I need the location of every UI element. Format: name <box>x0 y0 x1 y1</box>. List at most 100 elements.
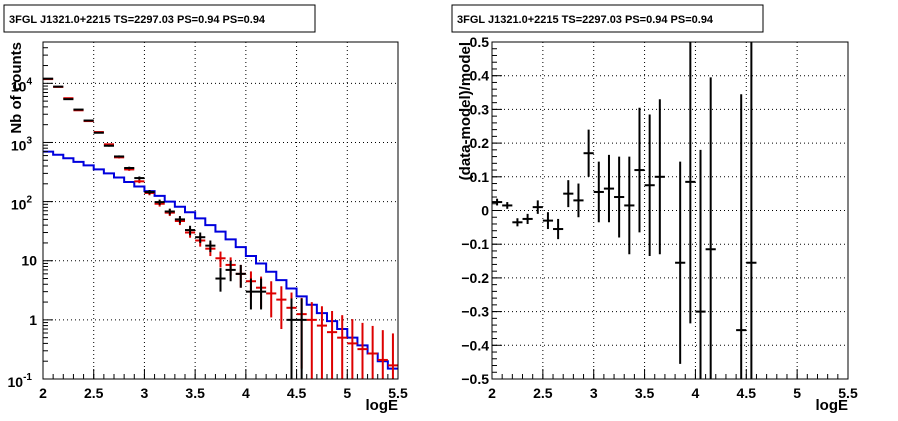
model-point <box>357 322 368 379</box>
right-y-tick-label: 0.4 <box>470 68 490 84</box>
left-x-axis-title: logE <box>366 397 399 414</box>
data-point <box>63 98 74 101</box>
data-point <box>286 298 297 379</box>
data-point <box>114 155 125 158</box>
left-x-tick-label: 4 <box>242 385 250 401</box>
residual-point <box>573 183 584 218</box>
left-title-box: 3FGL J1321.0+2215 TS=2297.03 PS=0.94 PS=… <box>3 4 316 33</box>
model-point <box>337 315 348 379</box>
left-y-tick-base: 10 <box>11 137 27 153</box>
model-point <box>276 286 287 330</box>
left-y-tick-exponent: 2 <box>26 195 32 206</box>
residual-point <box>746 42 757 379</box>
residual-point <box>512 218 523 227</box>
data-point <box>73 108 84 111</box>
residual-point <box>654 99 665 255</box>
data-point <box>134 176 145 180</box>
data-point <box>154 199 165 205</box>
residual-point <box>553 218 564 240</box>
residual-point <box>583 129 594 177</box>
residual-point <box>644 114 655 256</box>
right-grid <box>492 42 848 379</box>
right-y-tick-label: 0 <box>481 203 489 219</box>
residual-point <box>563 180 574 208</box>
residual-point <box>614 156 625 238</box>
data-point <box>245 278 256 310</box>
right-x-tick-label: 5.5 <box>838 385 858 401</box>
right-x-tick-label: 4 <box>692 385 700 401</box>
model-point <box>266 281 277 318</box>
residual-point <box>532 200 543 214</box>
left-y-tick-label: 104 <box>11 76 33 94</box>
data-point <box>296 298 307 379</box>
right-y-tick-label: −0.4 <box>461 337 489 353</box>
model-point <box>347 319 358 379</box>
data-point <box>256 278 267 310</box>
residual-point <box>522 213 533 224</box>
right-y-tick-label: 0.5 <box>470 34 490 50</box>
data-point <box>205 240 216 253</box>
right-title: 3FGL J1321.0+2215 TS=2297.03 PS=0.94 PS=… <box>457 14 714 26</box>
left-y-tick-label: 10-1 <box>8 372 33 390</box>
left-x-tick-label: 4.5 <box>287 385 307 401</box>
data-point <box>174 216 185 224</box>
left-y-tick-base: 10 <box>11 78 27 94</box>
model-point <box>327 311 338 379</box>
model-point <box>316 306 327 379</box>
data-point <box>185 225 196 236</box>
left-y-tick-exponent: -1 <box>23 372 32 383</box>
left-x-tick-label: 5 <box>343 385 351 401</box>
left-y-axis-title: Nb of counts <box>8 42 25 134</box>
residual-point <box>705 77 716 379</box>
right-x-tick-label: 4.5 <box>737 385 757 401</box>
data-point <box>93 131 104 134</box>
right-x-tick-label: 2 <box>488 385 496 401</box>
right-y-tick-label: −0.2 <box>461 270 489 286</box>
right-x-tick-label: 5 <box>793 385 801 401</box>
data-point <box>235 264 246 288</box>
residual-point <box>603 154 615 223</box>
right-x-axis: 2 2.5 3 3.5 4 4.5 5 5.5 <box>488 369 858 401</box>
right-y-tick-label: 0.1 <box>470 169 490 185</box>
left-grid <box>43 42 398 379</box>
right-y-tick-label: 0.3 <box>470 101 490 117</box>
residual-point <box>736 94 747 379</box>
counts-spectrum-panel: 3FGL J1321.0+2215 TS=2297.03 PS=0.94 PS=… <box>3 4 408 414</box>
residual-point <box>685 42 696 324</box>
data-point <box>164 208 175 215</box>
data-point <box>124 166 135 170</box>
residual-series <box>492 42 757 379</box>
right-x-axis-title: logE <box>816 397 849 414</box>
left-x-tick-label: 5.5 <box>388 385 408 401</box>
right-y-axis-title: (data-model)/model <box>457 42 474 180</box>
right-x-tick-label: 2.5 <box>533 385 553 401</box>
right-plot-area <box>492 42 848 379</box>
model-point <box>306 302 317 379</box>
right-y-tick-label: −0.1 <box>461 236 489 252</box>
left-title: 3FGL J1321.0+2215 TS=2297.03 PS=0.94 PS=… <box>9 14 266 26</box>
left-y-tick-base: 10 <box>11 197 27 213</box>
left-x-axis: 2 2.5 3 3.5 4 4.5 5 5.5 <box>39 369 408 401</box>
right-x-tick-label: 3 <box>590 385 598 401</box>
left-x-tick-label: 2.5 <box>84 385 104 401</box>
residual-point <box>624 156 635 255</box>
data-counts-series <box>43 77 307 379</box>
right-y-tick-label: −0.5 <box>461 371 489 387</box>
left-plot-area <box>43 42 398 379</box>
model-point <box>387 333 398 379</box>
right-y-axis: −0.5 −0.4 −0.3 −0.2 −0.1 0 0.1 0.2 0.3 0.4 0.5 <box>461 34 502 387</box>
residual-point <box>675 161 686 364</box>
left-y-tick-label: 1 <box>29 312 37 328</box>
background-model-histogram <box>43 150 398 370</box>
data-point <box>83 119 94 122</box>
data-point <box>103 144 114 147</box>
left-y-tick-base: 10 <box>8 374 24 390</box>
right-x-tick-label: 3.5 <box>635 385 655 401</box>
left-x-tick-label: 3 <box>141 385 149 401</box>
left-x-tick-label: 3.5 <box>185 385 205 401</box>
data-point <box>144 190 155 195</box>
data-point <box>195 232 206 243</box>
residual-point <box>502 202 513 209</box>
